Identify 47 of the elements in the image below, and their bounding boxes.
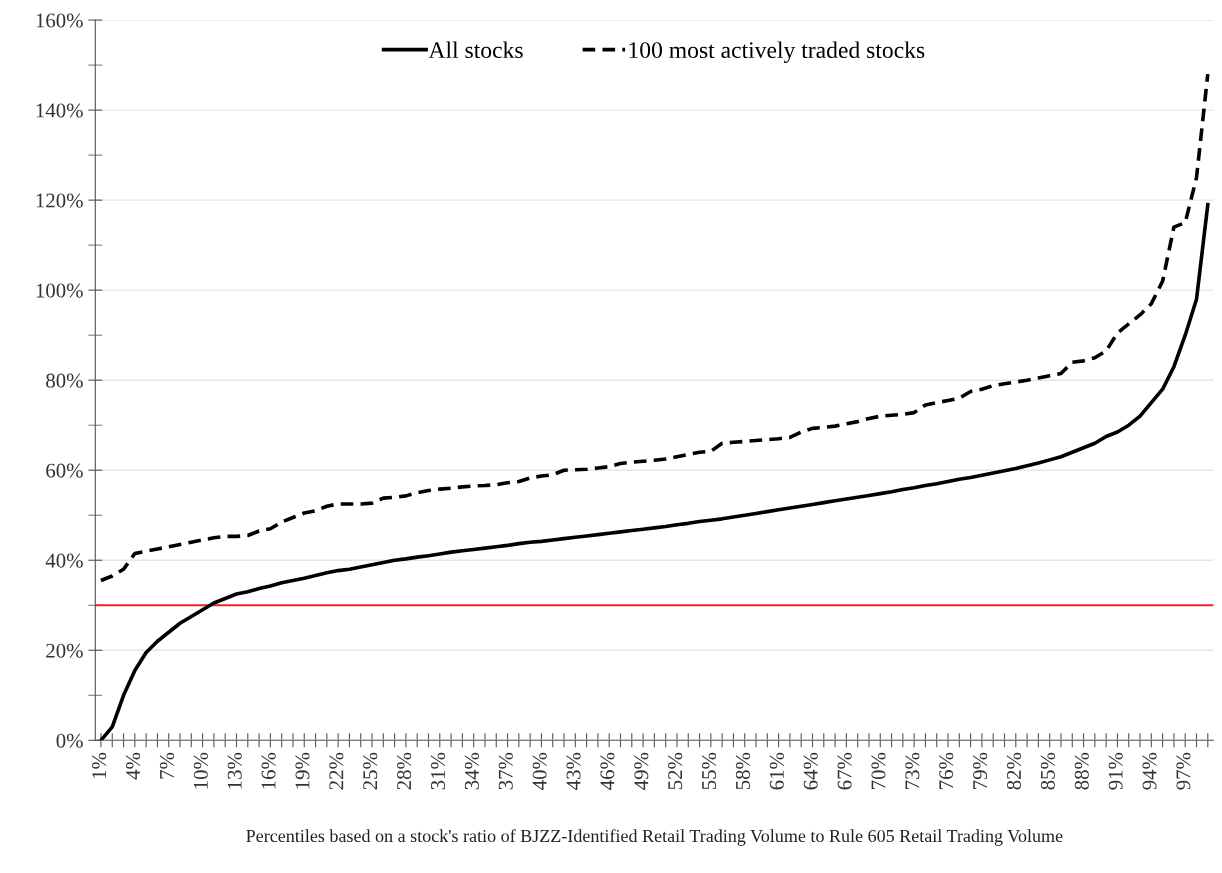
x-axis-title: Percentiles based on a stock's ratio of BJZZ-Identified Retail Trading Volume to Rule 605 Retail Trading Volume	[246, 829, 1063, 846]
x-tick-label: 85%	[1040, 752, 1055, 790]
y-tick-label: 80%	[46, 373, 83, 388]
x-tick-label: 91%	[1108, 752, 1123, 790]
x-tick-label: 31%	[430, 752, 446, 790]
x-tick-label: 16%	[261, 752, 276, 789]
y-tick-label: 0%	[56, 733, 83, 748]
x-tick-label: 13%	[227, 752, 242, 789]
x-tick-label: 22%	[329, 752, 344, 790]
x-tick-label: 43%	[566, 752, 581, 790]
y-tick-label: 20%	[46, 643, 83, 658]
x-tick-label: 40%	[532, 752, 547, 790]
x-tick-label: 7%	[159, 752, 175, 779]
x-tick-label: 1%	[92, 752, 107, 779]
line-series	[99, 202, 1210, 741]
y-tick-label: 160%	[36, 13, 83, 28]
legend-label: 100 most actively traded stocks	[629, 41, 925, 63]
x-tick-label: 73%	[905, 752, 920, 789]
legend-label: All stocks	[428, 41, 523, 59]
y-tick-label: 120%	[36, 193, 83, 208]
line-series	[99, 72, 1210, 583]
x-tick-label: 37%	[498, 752, 513, 790]
x-tick-label: 64%	[803, 752, 818, 790]
x-tick-label: 55%	[702, 752, 717, 790]
x-tick-label: 46%	[600, 752, 615, 790]
x-tick-label: 28%	[397, 752, 412, 790]
x-tick-label: 88%	[1074, 752, 1089, 790]
x-tick-label: 67%	[837, 752, 852, 790]
y-tick-label: 140%	[36, 103, 83, 118]
y-tick-label: 60%	[46, 463, 83, 478]
x-tick-label: 58%	[735, 752, 751, 790]
x-tick-label: 19%	[295, 752, 310, 789]
x-tick-label: 10%	[193, 752, 208, 789]
x-tick-label: 76%	[939, 752, 954, 789]
x-tick-label: 94%	[1142, 752, 1157, 790]
x-tick-label: 82%	[1006, 752, 1022, 790]
x-tick-label: 25%	[363, 752, 378, 790]
x-tick-label: 49%	[634, 752, 649, 790]
x-tick-label: 52%	[668, 752, 683, 790]
x-tick-label: 79%	[973, 752, 988, 789]
x-tick-label: 70%	[871, 752, 886, 789]
x-tick-label: 61%	[769, 752, 784, 790]
y-tick-label: 40%	[45, 553, 83, 568]
x-tick-label: 4%	[126, 752, 141, 780]
x-tick-label: 34%	[464, 752, 479, 790]
x-tick-label: 97%	[1176, 752, 1191, 790]
y-tick-label: 100%	[36, 283, 83, 298]
